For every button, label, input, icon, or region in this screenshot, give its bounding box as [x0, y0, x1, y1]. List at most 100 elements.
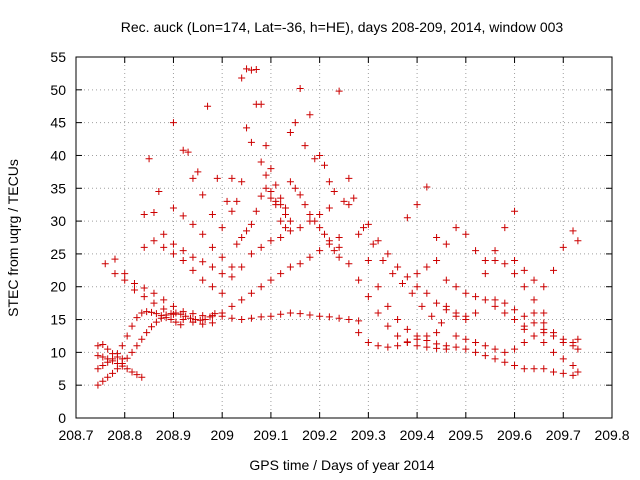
data-point — [208, 283, 216, 291]
data-point — [520, 312, 528, 320]
data-point — [423, 343, 431, 351]
data-point — [267, 276, 275, 284]
data-point — [291, 119, 299, 127]
data-point — [243, 124, 251, 132]
data-point — [148, 308, 156, 316]
data-point — [330, 247, 338, 255]
x-tick-label: 209.1 — [253, 427, 288, 443]
data-point — [201, 316, 209, 324]
y-tick-label: 50 — [50, 82, 66, 98]
data-point — [491, 256, 499, 264]
data-point — [345, 201, 353, 209]
data-point — [179, 316, 187, 324]
data-point — [520, 339, 528, 347]
data-point — [233, 240, 241, 248]
data-point — [199, 276, 207, 284]
data-point — [111, 255, 119, 263]
x-axis-label: GPS time / Days of year 2014 — [249, 457, 434, 473]
data-point — [359, 224, 367, 232]
data-point — [442, 240, 450, 248]
data-point — [501, 260, 509, 268]
data-point — [559, 355, 567, 363]
data-point — [481, 256, 489, 264]
data-point — [540, 365, 548, 373]
data-point — [374, 309, 382, 317]
data-point — [321, 161, 329, 169]
data-point — [472, 348, 480, 356]
data-point — [272, 197, 280, 205]
data-point — [286, 217, 294, 225]
data-point — [364, 293, 372, 301]
data-point — [160, 296, 168, 304]
data-point — [325, 313, 333, 321]
data-point — [433, 340, 441, 348]
data-point — [530, 296, 538, 304]
data-point — [179, 212, 187, 220]
data-point — [301, 201, 309, 209]
y-tick-label: 5 — [58, 377, 66, 393]
data-point — [277, 217, 285, 225]
data-point — [179, 256, 187, 264]
data-point — [111, 270, 119, 278]
data-point — [335, 87, 343, 95]
data-point — [550, 266, 558, 274]
data-point — [247, 66, 255, 74]
data-point — [94, 352, 102, 360]
data-point — [140, 284, 148, 292]
data-point — [189, 174, 197, 182]
data-point — [511, 345, 519, 353]
data-point — [550, 348, 558, 356]
data-point — [569, 339, 577, 347]
data-point — [345, 260, 353, 268]
data-point — [442, 342, 450, 350]
x-tick-label: 209.6 — [497, 427, 532, 443]
x-tick-label: 209.8 — [594, 427, 629, 443]
data-point — [462, 335, 470, 343]
data-point — [418, 302, 426, 310]
data-point — [335, 234, 343, 241]
data-point — [491, 302, 499, 310]
data-point — [491, 247, 499, 255]
data-point — [160, 243, 168, 251]
data-point — [316, 211, 324, 219]
data-point — [481, 270, 489, 278]
y-tick-label: 55 — [50, 49, 66, 65]
data-point — [462, 345, 470, 353]
data-point — [199, 320, 207, 328]
data-point — [223, 197, 231, 205]
data-point — [262, 184, 270, 192]
data-point — [252, 100, 260, 108]
data-point — [540, 339, 548, 347]
data-point — [247, 138, 255, 146]
data-point — [291, 184, 299, 192]
data-point — [491, 296, 499, 304]
data-point — [128, 348, 136, 356]
data-point — [179, 308, 187, 316]
data-point — [559, 369, 567, 377]
data-point — [238, 234, 246, 241]
data-point — [262, 171, 270, 179]
x-tick-label: 209 — [211, 427, 235, 443]
data-point — [511, 316, 519, 324]
data-point — [138, 373, 146, 381]
data-points — [94, 65, 582, 389]
y-tick-label: 40 — [50, 147, 66, 163]
data-point — [530, 319, 538, 327]
data-point — [138, 309, 146, 317]
y-tick-label: 20 — [50, 279, 66, 295]
data-point — [257, 158, 265, 166]
data-point — [520, 325, 528, 333]
data-point — [138, 335, 146, 343]
data-point — [133, 342, 141, 350]
data-point — [559, 335, 567, 343]
data-point — [389, 270, 397, 278]
data-point — [218, 312, 226, 320]
data-point — [272, 181, 280, 189]
data-point — [306, 211, 314, 219]
data-point — [511, 361, 519, 369]
data-point — [104, 373, 112, 381]
data-point — [433, 234, 441, 241]
data-point — [128, 322, 136, 330]
data-point — [196, 316, 204, 324]
